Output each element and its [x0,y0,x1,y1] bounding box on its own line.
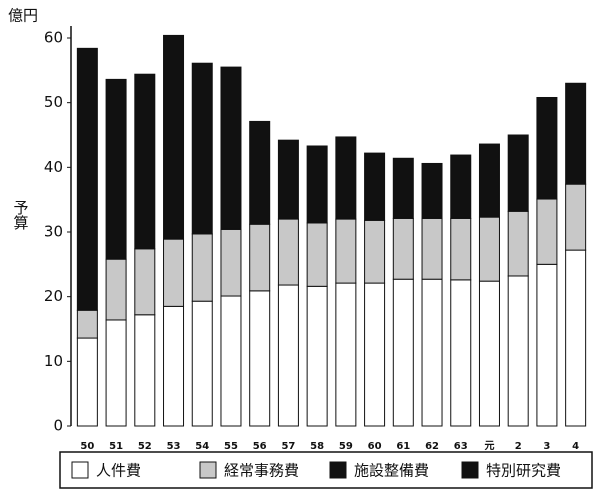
y-tick-label: 40 [44,158,63,176]
legend-swatch [461,461,479,479]
bar-segment [536,198,558,265]
bar-segment [565,82,587,185]
bar-segment [306,145,328,224]
x-tick-label: 54 [195,441,209,452]
bar-segment [421,217,443,280]
bar-segment [536,96,558,200]
bar-segment [478,280,500,427]
x-tick-label: 53 [167,441,181,452]
bar-segment [392,217,414,280]
bar-segment [105,258,127,321]
bar-segment [277,218,299,286]
bar-segment [249,290,271,427]
bar-segment [335,136,357,220]
bar-segment [335,282,357,427]
x-tick-label: 59 [339,441,353,452]
bar-segment [76,47,98,311]
bar-segment [364,282,386,427]
bar-segment [421,278,443,427]
x-tick-label: 4 [572,441,579,452]
bar-segment [76,309,98,339]
bar-segment [134,314,156,427]
x-tick-label: 60 [368,441,382,452]
bar-segment [507,210,529,277]
x-tick-label: 元 [484,440,494,452]
y-tick-label: 0 [53,417,63,435]
x-tick-label: 2 [515,441,522,452]
bar-segment [450,279,472,427]
bar-segment [536,263,558,427]
bar-segment [163,34,185,240]
legend-swatch [329,461,347,479]
bar-segment [478,143,500,218]
y-tick-label: 60 [44,29,63,47]
bar-segment [478,216,500,282]
bar-segment [220,228,242,297]
x-tick-label: 52 [138,441,152,452]
x-tick-label: 62 [425,441,439,452]
bar-segment [191,233,213,302]
bar-segment [191,300,213,427]
bar-segment [335,218,357,284]
bar-segment [105,319,127,427]
x-tick-label: 57 [281,441,295,452]
bar-segment [364,219,386,284]
x-tick-label: 55 [224,441,238,452]
bar-segment [392,157,414,219]
bar-segment [134,248,156,316]
bar-segment [507,134,529,212]
bar-segment [392,278,414,427]
bar-segment [364,152,386,221]
x-tick-label: 61 [396,441,410,452]
bar-segment [163,238,185,307]
y-unit: 億円 [8,7,38,25]
bar-segment [450,154,472,219]
bar-segment [565,183,587,251]
bar-segment [249,120,271,225]
bar-segment [421,162,443,219]
bar-segment [163,305,185,427]
bar-segment [220,66,242,230]
legend-label: 特別研究費 [486,462,561,480]
bar-segment [191,62,213,235]
bar-segment [277,139,299,220]
bar-segment [277,284,299,427]
y-tick-label: 10 [44,352,63,370]
x-tick-label: 63 [454,441,468,452]
legend-label: 経常事務費 [224,462,299,480]
legend-swatch [71,461,89,479]
x-tick-label: 50 [80,441,94,452]
x-tick-label: 3 [543,441,550,452]
bar-segment [220,295,242,427]
legend-label: 施設整備費 [354,462,429,480]
legend-swatch [199,461,217,479]
bar-segment [507,275,529,427]
legend-label: 人件費 [96,462,141,480]
y-tick-label: 50 [44,93,63,111]
y-tick-label: 30 [44,223,63,241]
bar-segment [105,78,127,260]
x-tick-label: 51 [109,441,123,452]
bar-segment [249,223,271,292]
bar-segment [306,285,328,427]
x-tick-label: 58 [310,441,324,452]
bar-segment [450,217,472,281]
legend-box [59,451,593,489]
bar-segment [306,222,328,287]
y-axis-label: 予算 [12,200,30,230]
bar-segment [565,249,587,427]
bar-segment [134,73,156,250]
bar-segment [76,337,98,427]
x-tick-label: 56 [253,441,267,452]
y-tick-label: 20 [44,287,63,305]
